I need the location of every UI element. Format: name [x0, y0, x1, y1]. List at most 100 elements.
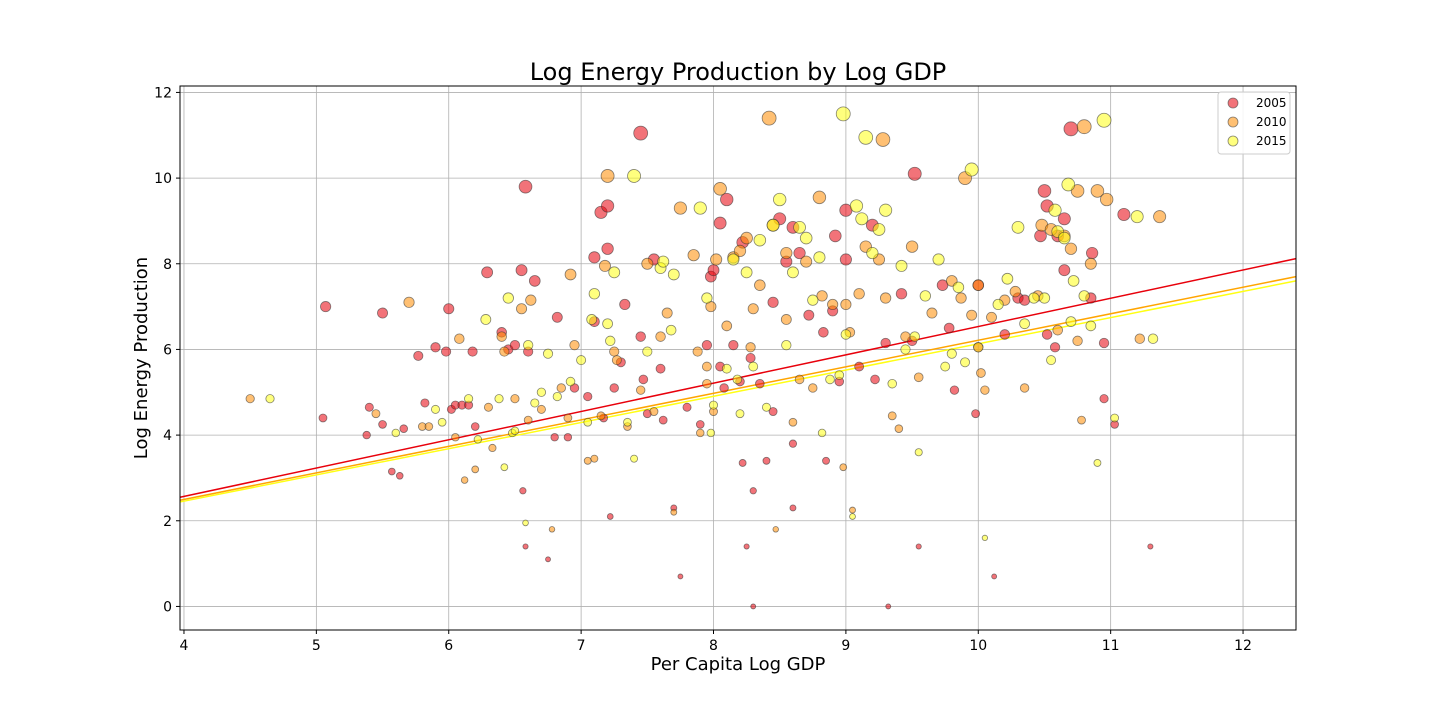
- point-2010: [1134, 333, 1145, 344]
- point-2015: [586, 314, 598, 325]
- point-2005: [481, 266, 494, 279]
- point-2005: [470, 422, 480, 431]
- point-2005: [443, 303, 455, 315]
- point-2005: [829, 229, 842, 243]
- point-2015: [973, 342, 984, 353]
- x-axis-ticks: 4 5 6 7 8 9 10 11 12: [180, 630, 1252, 654]
- point-2005: [1058, 264, 1071, 277]
- point-2005: [362, 430, 371, 440]
- point-2015: [523, 340, 534, 351]
- point-2015: [1058, 231, 1071, 245]
- x-tick-label: 9: [841, 638, 850, 654]
- point-2015: [502, 292, 514, 304]
- point-2010: [788, 417, 798, 427]
- legend-marker-2005: [1227, 97, 1239, 109]
- grid-lines: [180, 86, 1296, 630]
- point-2015: [1061, 177, 1076, 192]
- point-2010: [1064, 242, 1078, 255]
- point-2005: [609, 383, 619, 393]
- y-tick-label: 0: [163, 599, 172, 615]
- plot-frame: [179, 85, 1297, 631]
- point-2010: [754, 279, 766, 291]
- point-2010: [583, 456, 592, 465]
- point-2010: [1153, 210, 1167, 224]
- point-2010: [548, 526, 556, 533]
- point-2005: [395, 472, 404, 480]
- point-2010: [1070, 184, 1085, 198]
- point-2015: [480, 314, 492, 325]
- point-2010: [812, 190, 827, 205]
- point-2010: [1077, 415, 1086, 425]
- point-2015: [761, 402, 771, 412]
- point-2015: [932, 253, 945, 266]
- x-tick-label: 12: [1234, 638, 1252, 654]
- point-2010: [986, 311, 997, 323]
- point-2005: [600, 199, 615, 213]
- point-2010: [780, 314, 792, 325]
- point-2010: [424, 422, 434, 431]
- point-2015: [701, 292, 713, 304]
- point-2015: [1028, 292, 1040, 304]
- point-2010: [611, 355, 622, 366]
- point-2005: [695, 420, 705, 429]
- point-2010: [483, 402, 493, 412]
- point-2010: [780, 246, 793, 260]
- point-2010: [905, 240, 919, 253]
- point-2015: [799, 231, 813, 245]
- point-2010: [600, 169, 615, 183]
- point-2015: [630, 454, 639, 463]
- point-2010: [733, 244, 747, 258]
- point-2005: [420, 398, 430, 408]
- point-2005: [677, 573, 684, 580]
- point-2010: [454, 333, 465, 344]
- point-2005: [991, 573, 998, 580]
- point-2010: [1090, 184, 1105, 198]
- point-2005: [522, 543, 529, 550]
- point-2010: [900, 331, 911, 342]
- point-2005: [803, 309, 815, 321]
- point-2010: [598, 259, 611, 272]
- point-2010: [556, 383, 566, 393]
- point-2010: [471, 465, 480, 474]
- point-2005: [818, 327, 829, 338]
- y-axis-label: Log Energy Production: [131, 257, 152, 459]
- point-2015: [588, 288, 601, 300]
- point-2010: [496, 331, 507, 342]
- x-tick-label: 10: [969, 638, 987, 654]
- x-tick-label: 6: [444, 638, 453, 654]
- x-tick-label: 8: [709, 638, 718, 654]
- point-2015: [1096, 112, 1112, 128]
- point-2015: [919, 290, 931, 302]
- chart-title: Log Energy Production by Log GDP: [530, 58, 947, 86]
- point-2005: [1037, 184, 1052, 198]
- legend-marker-2015: [1227, 135, 1239, 147]
- point-2015: [1110, 413, 1120, 423]
- point-2010: [525, 294, 537, 306]
- point-2005: [1063, 121, 1079, 137]
- point-2005: [619, 298, 631, 311]
- point-2005: [1098, 337, 1110, 349]
- point-2015: [576, 355, 587, 366]
- point-2005: [1099, 394, 1109, 404]
- point-2015: [960, 357, 971, 368]
- x-axis-label: Per Capita Log GDP: [651, 654, 826, 675]
- point-2005: [713, 216, 727, 230]
- point-2005: [762, 456, 771, 465]
- point-2010: [966, 309, 978, 321]
- point-2010: [740, 231, 753, 245]
- point-2005: [728, 340, 739, 351]
- point-2010: [808, 383, 818, 393]
- point-2015: [840, 329, 852, 340]
- point-2010: [926, 307, 938, 319]
- point-2010: [710, 253, 723, 266]
- point-2010: [980, 385, 990, 395]
- point-2015: [665, 324, 677, 336]
- point-2010: [499, 346, 510, 357]
- point-2015: [1048, 203, 1062, 217]
- point-2015: [732, 374, 743, 385]
- point-2010: [1100, 192, 1114, 207]
- point-2015: [1078, 290, 1090, 302]
- x-tick-label: 4: [180, 638, 189, 654]
- point-2010: [596, 411, 606, 421]
- point-2010: [894, 424, 904, 433]
